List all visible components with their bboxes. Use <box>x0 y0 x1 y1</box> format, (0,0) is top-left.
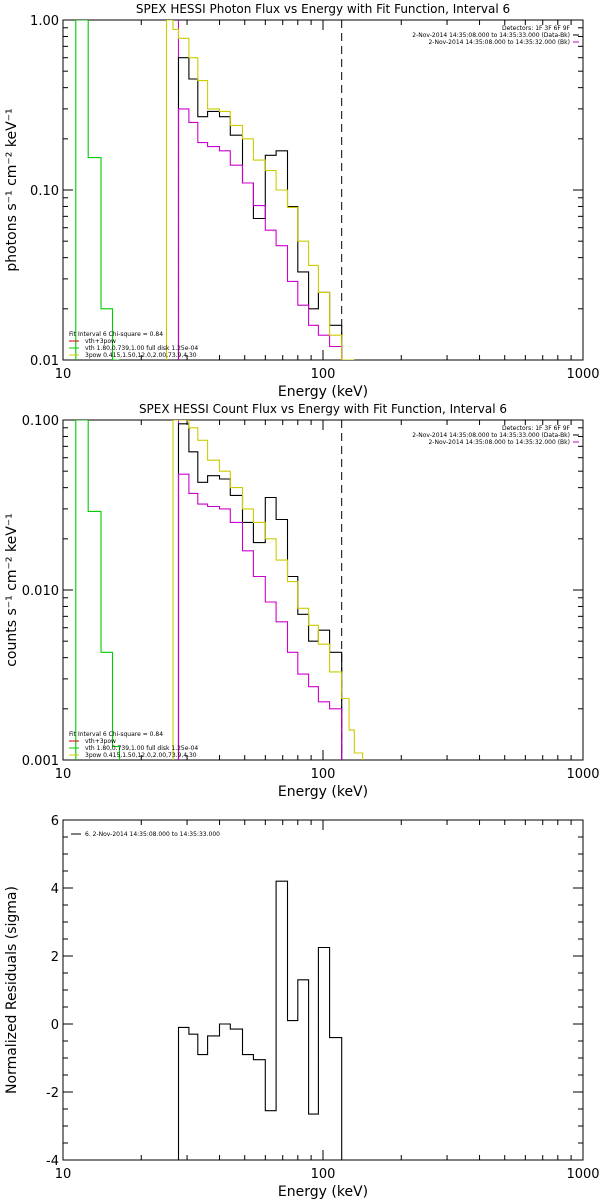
legend-text: vth+3pow <box>85 738 116 745</box>
legend-text: 3pow 0.415,1.50,12.0,2.00,73.9,4.30 <box>85 752 197 759</box>
x-axis-label: Energy (keV) <box>278 384 368 400</box>
x-tick-label: 100 <box>311 1167 336 1182</box>
legend-text: Detectors: 1F 3F 6F 9F <box>502 425 571 432</box>
series-2-line <box>177 473 343 760</box>
legend-text: 2-Nov-2014 14:35:08.000 to 14:35:33.000 … <box>412 32 570 39</box>
x-tick-label: 10 <box>55 367 72 382</box>
y-tick-label: 0.001 <box>22 754 59 769</box>
chart-title: SPEX HESSI Photon Flux vs Energy with Fi… <box>136 2 510 16</box>
series-4-line <box>165 20 355 360</box>
x-tick-label: 1000 <box>566 367 599 382</box>
series-4-line <box>172 420 364 760</box>
series-3-line <box>75 420 121 760</box>
y-tick-label: 2 <box>51 950 59 965</box>
series-2-line <box>177 108 343 360</box>
legend-text: Detectors: 1F 3F 6F 9F <box>502 25 571 32</box>
panel-1: 10 100 1000 1.00 0.10 0.01 SPEX HESSI Photon F… <box>4 2 600 400</box>
series-group <box>75 20 355 360</box>
x-tick-label: 100 <box>311 767 336 782</box>
legend-text: 3pow 0.415,1.50,12.0,2.00,73.9,4.30 <box>85 352 197 359</box>
y-tick-label: 0.10 <box>30 184 59 199</box>
legend-text: 2-Nov-2014 14:35:08.000 to 14:35:33.000 … <box>412 432 570 439</box>
chart-title: SPEX HESSI Count Flux vs Energy with Fit… <box>139 402 507 416</box>
series-3-line <box>75 20 120 360</box>
y-tick-label: 0.010 <box>22 584 59 599</box>
y-tick-label: -2 <box>46 1086 59 1101</box>
legend-text: vth 1.80,0.739,1.00 full disk 1.25e-04 <box>85 745 198 752</box>
y-tick-label: 0.01 <box>30 354 59 369</box>
y-tick-label: 1.00 <box>30 14 59 29</box>
legend-text: vth 1.80,0.739,1.00 full disk 1.25e-04 <box>85 345 198 352</box>
legend-text: Fit Interval 6 Chi-square = 0.84 <box>69 331 163 338</box>
y-tick-label: 0 <box>51 1018 59 1033</box>
panel-3: 10 100 1000 6 4 2 0 -2 -4 Energy (keV) Normalized … <box>4 814 600 1200</box>
x-tick-label: 10 <box>55 1167 72 1182</box>
series-group <box>177 880 343 1160</box>
plot-frame <box>62 819 584 1161</box>
series-1-line <box>177 880 343 1160</box>
y-tick-label: 4 <box>51 882 59 897</box>
legend-text: 2-Nov-2014 14:35:08.000 to 14:35:32.000 … <box>428 439 570 446</box>
series-group <box>75 420 364 760</box>
y-axis-label: counts s⁻¹ cm⁻² keV⁻¹ <box>4 513 20 667</box>
x-tick-label: 100 <box>311 367 336 382</box>
plot-frame <box>62 419 584 761</box>
x-axis-label: Energy (keV) <box>278 784 368 800</box>
series-1-line <box>177 423 343 760</box>
y-tick-label: 6 <box>51 814 59 829</box>
plot-frame <box>62 19 584 361</box>
y-axis-label: Normalized Residuals (sigma) <box>4 886 20 1094</box>
x-tick-label: 1000 <box>566 767 599 782</box>
legend-text: Fit Interval 6 Chi-square = 0.84 <box>69 731 163 738</box>
legend-text: 2-Nov-2014 14:35:08.000 to 14:35:32.000 … <box>428 39 570 46</box>
y-tick-label: -4 <box>46 1154 59 1169</box>
y-tick-label: 0.100 <box>22 414 59 429</box>
x-tick-label: 10 <box>55 767 72 782</box>
panel-2: 10 100 1000 0.100 0.010 0.001 SPEX HESSI Count… <box>4 402 600 800</box>
x-tick-label: 1000 <box>566 1167 599 1182</box>
y-axis-label: photons s⁻¹ cm⁻² keV⁻¹ <box>4 108 20 271</box>
legend-text: vth+3pow <box>85 338 116 345</box>
x-axis-label: Energy (keV) <box>278 1184 368 1200</box>
legend-text: 6. 2-Nov-2014 14:35:08.000 to 14:35:33.0… <box>85 831 220 838</box>
series-1-line <box>177 57 343 360</box>
